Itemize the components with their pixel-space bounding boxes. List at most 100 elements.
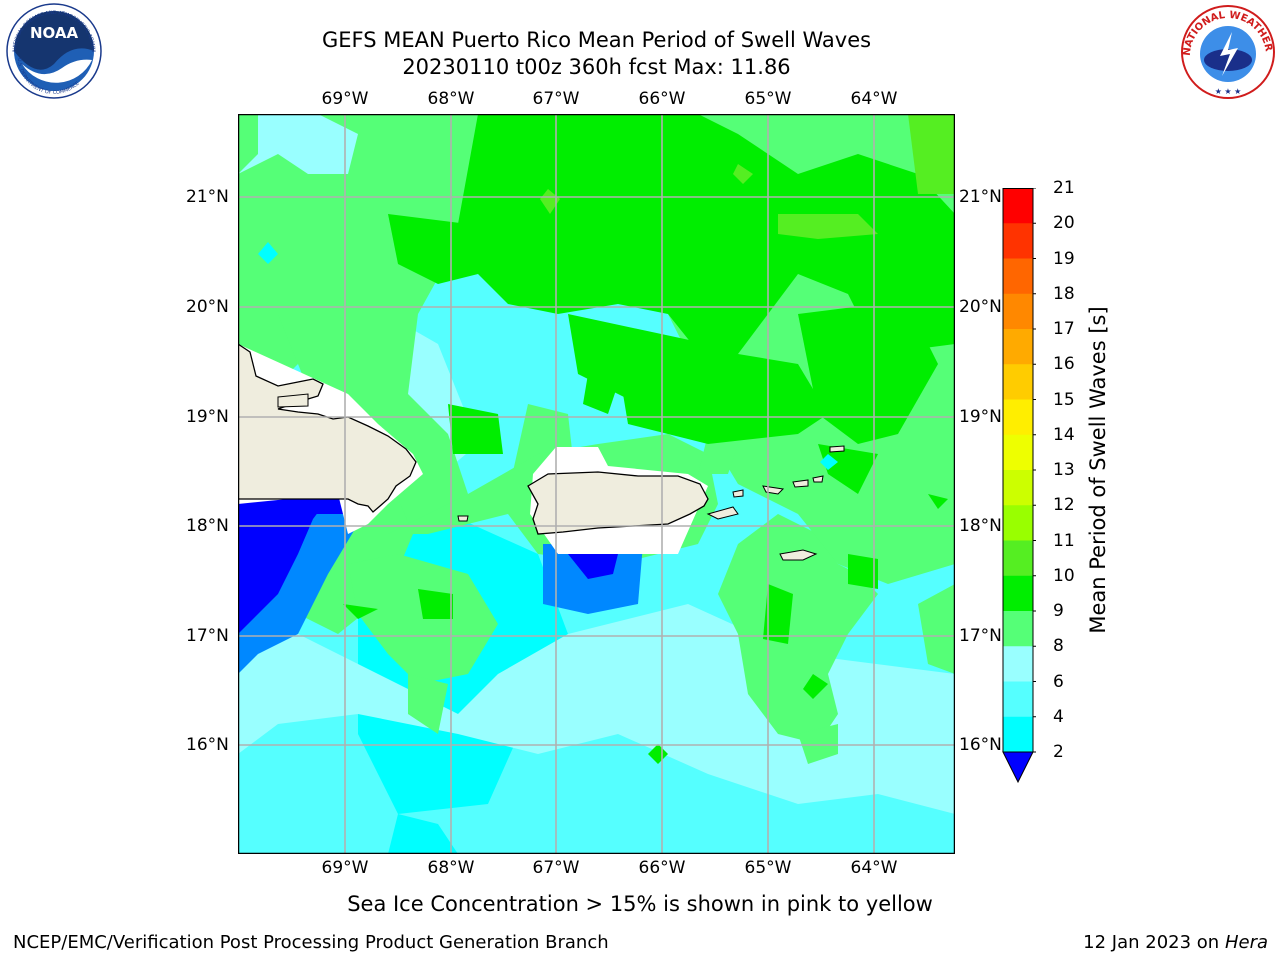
contour-10-11: [848, 554, 878, 589]
noaa-logo-text: NOAA: [30, 24, 79, 42]
lat-label-left: 18°N: [186, 516, 229, 536]
colorbar-bin: [1003, 258, 1033, 295]
colorbar-tick-label: 16: [1053, 354, 1075, 375]
map-frame: [238, 114, 955, 854]
contour-10-11: [418, 589, 453, 619]
contour-below-2: [568, 554, 618, 579]
colorbar-tick-label: 10: [1053, 565, 1075, 586]
colorbar-tick-label: 4: [1053, 706, 1064, 727]
land-mona: [457, 515, 469, 522]
colorbar-bin: [1003, 293, 1033, 330]
colorbar-tick-label: 21: [1053, 178, 1075, 198]
lat-label-left: 20°N: [186, 297, 229, 317]
contour-4-6: [258, 242, 278, 264]
land-puerto-rico: [527, 471, 709, 535]
land-hispaniola: [238, 343, 417, 513]
contour-9-10: [238, 114, 258, 174]
contour-2-4: [543, 544, 643, 614]
colorbar-bin: [1003, 329, 1033, 365]
colorbar-tick-label: 15: [1053, 389, 1075, 410]
contour-below-2: [238, 499, 348, 514]
contour-10-11: [803, 674, 828, 699]
footer-date: 12 Jan 2023 on Hera: [1083, 932, 1268, 954]
map-plot: [238, 114, 955, 854]
land-vieques: [706, 506, 739, 520]
contour-10-11: [583, 374, 618, 414]
contour-9-10: [798, 724, 838, 764]
lon-label-top: 67°W: [532, 89, 580, 109]
contour-4-6: [388, 814, 458, 854]
colorbar-tick-label: 20: [1053, 213, 1075, 234]
chart-subtitle: 20230110 t00z 360h fcst Max: 11.86: [402, 55, 791, 79]
colorbar-tick-label: 2: [1053, 742, 1064, 762]
lat-label-left: 21°N: [186, 187, 229, 207]
colorbar-bin: [1003, 540, 1033, 577]
colorbar-bin: [1003, 575, 1033, 612]
contour-10-11: [538, 154, 648, 244]
lon-label-bottom: 65°W: [744, 858, 792, 878]
contour-10-11: [798, 304, 938, 444]
land-st-croix: [779, 549, 818, 561]
colorbar-tick-label: 6: [1053, 671, 1064, 692]
lon-label-bottom: 64°W: [850, 858, 898, 878]
noaa-logo: NOAA NATIONAL OCEANIC AND ATMOSPHERIC AD…: [2, 2, 102, 99]
footer-host: Hera: [1224, 932, 1268, 953]
colorbar-label: Mean Period of Swell Waves [s]: [1086, 306, 1110, 634]
nws-logo-stars: ★ ★ ★: [1215, 87, 1242, 96]
colorbar-tick-label: 19: [1053, 248, 1075, 269]
colorbar-bin: [1003, 434, 1033, 471]
colorbar-tick-label: 11: [1053, 530, 1075, 551]
colorbar-tick-label: 14: [1053, 424, 1075, 445]
lat-label-right: 18°N: [959, 516, 1002, 536]
contour-9-10: [408, 674, 448, 734]
contour-9-10: [918, 584, 955, 674]
lon-label-bottom: 66°W: [638, 858, 686, 878]
colorbar-extend: [1002, 751, 1034, 784]
contour-10-11: [648, 744, 668, 764]
lat-label-left: 19°N: [186, 407, 229, 427]
contour-10-11: [343, 604, 378, 619]
colorbar-tick-label: 13: [1053, 460, 1075, 480]
land-island: [277, 393, 309, 408]
colorbar: [1002, 188, 1036, 784]
contour-11-12: [908, 114, 955, 194]
lon-label-bottom: 69°W: [321, 858, 369, 878]
colorbar-bin: [1003, 681, 1033, 718]
lon-label-bottom: 67°W: [532, 858, 580, 878]
lon-label-bottom: 68°W: [427, 858, 475, 878]
footer-date-text: 12 Jan 2023 on: [1083, 932, 1220, 953]
contour-10-11: [388, 214, 478, 284]
contour-11-12: [540, 189, 560, 214]
contour-4-6: [820, 454, 838, 470]
contour-11-12: [733, 164, 753, 184]
contour-10-11: [618, 354, 828, 444]
map-gridlines: [238, 114, 955, 854]
lat-label-left: 16°N: [186, 735, 229, 755]
nws-logo: NATIONAL WEATHER SERVICE ★ ★ ★: [1178, 2, 1275, 99]
land-virgin-gorda: [812, 475, 824, 483]
colorbar-bin: [1003, 364, 1033, 400]
colorbar-tick-label: 9: [1053, 601, 1064, 621]
colorbar-tick-label: 12: [1053, 495, 1075, 516]
colorbar-bin: [1003, 611, 1033, 647]
lon-label-top: 64°W: [850, 89, 898, 109]
contour-10-11: [928, 494, 948, 509]
contour-9-10: [718, 514, 878, 744]
contour-below-2: [238, 499, 328, 634]
lat-label-left: 17°N: [186, 626, 229, 646]
colorbar-bin: [1003, 716, 1033, 753]
lat-label-right: 16°N: [959, 735, 1002, 755]
colorbar-tick-label: 8: [1053, 636, 1064, 657]
colorbar-bin: [1003, 223, 1033, 259]
colorbar-tick-label: 18: [1053, 283, 1075, 304]
contour-10-11: [818, 444, 878, 494]
colorbar-bin: [1003, 505, 1033, 541]
land-anegada: [829, 445, 845, 453]
lon-label-top: 66°W: [638, 89, 686, 109]
lat-label-right: 19°N: [959, 407, 1002, 427]
colorbar-bin: [1003, 399, 1033, 436]
lon-label-top: 65°W: [744, 89, 792, 109]
colorbar-bin: [1003, 188, 1033, 224]
land-tortola: [792, 479, 809, 488]
land-culebra: [732, 489, 744, 498]
